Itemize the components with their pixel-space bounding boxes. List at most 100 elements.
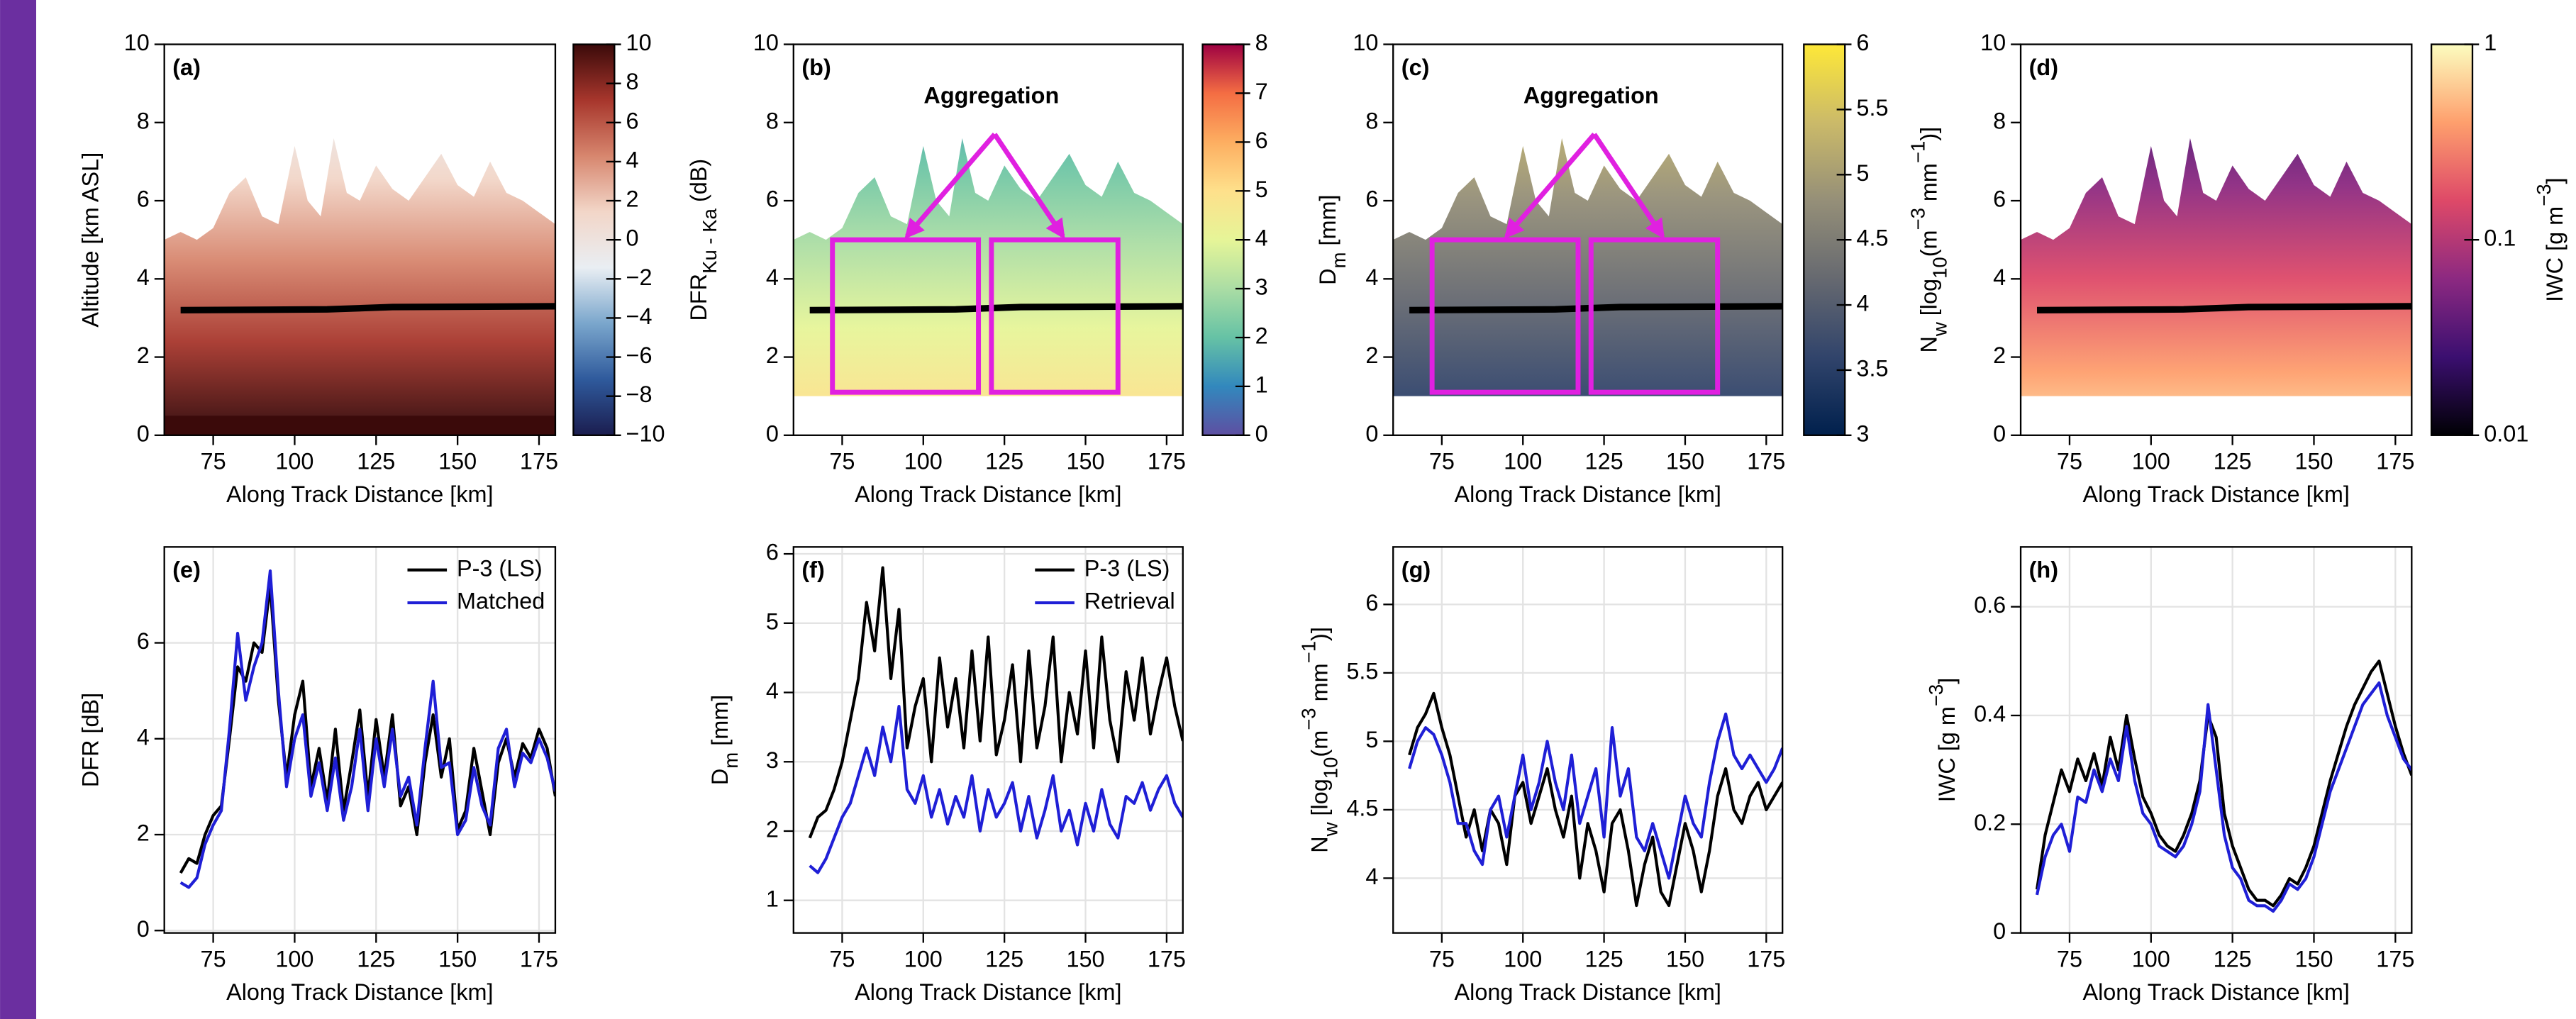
label-part: IWC [g m	[2542, 206, 2567, 302]
series-line	[1408, 691, 1783, 908]
y-tick-label: 2	[766, 817, 779, 842]
highlight-box	[989, 237, 1121, 395]
x-tick-label: 175	[520, 449, 558, 474]
x-tick-label: 100	[275, 947, 313, 972]
radar-image	[164, 138, 555, 424]
panel-label: (b)	[801, 55, 831, 80]
label-part: m	[1328, 252, 1350, 268]
x-tick-label: 175	[2376, 947, 2414, 972]
y-tick-label: 2	[1365, 343, 1378, 368]
label-part: DFR	[685, 274, 711, 321]
series-line	[809, 704, 1183, 874]
label-part: −3	[2533, 184, 2555, 206]
x-tick-label: 100	[904, 449, 943, 474]
plot-frame	[163, 546, 557, 934]
axis-label: IWC [g m−3]	[1925, 678, 1960, 802]
colorbar-tick-label: 1	[1255, 372, 1268, 397]
panel: 75 100 125 150 175 0 0.2 0.4 0.6 (h)	[1974, 546, 2414, 972]
x-tick-label: 125	[1585, 947, 1623, 972]
y-tick-label: 6	[1993, 186, 2006, 212]
series-line	[1408, 712, 1783, 880]
annotation: Aggregation	[923, 83, 1059, 108]
y-tick-label: 0	[766, 421, 779, 446]
arrow	[1592, 133, 1665, 240]
y-tick-label: 10	[1353, 30, 1378, 55]
legend-label: Retrieval	[1084, 589, 1175, 614]
label-part: [mm]	[1314, 194, 1340, 252]
x-tick-label: 75	[2057, 947, 2082, 972]
x-tick-label: 100	[1504, 449, 1542, 474]
arrow	[1504, 133, 1597, 239]
colorbar-tick-label: 7	[1255, 79, 1268, 104]
y-tick-label: 0.4	[1974, 701, 2006, 727]
y-tick-label: 4	[766, 678, 779, 703]
panel-label: (d)	[2029, 55, 2058, 80]
colorbar-tick-label: 1	[2484, 30, 2497, 55]
annotation: Aggregation	[1523, 83, 1659, 108]
x-tick-label: 75	[829, 449, 855, 474]
plot-frame	[2019, 546, 2413, 934]
label-part: ]	[1934, 678, 1960, 684]
label-part: −3	[1925, 684, 1947, 706]
axis-label: Along Track Distance [km]	[855, 979, 1121, 1005]
y-tick-label: 5	[1365, 727, 1378, 752]
y-tick-label: 1	[766, 886, 779, 911]
colorbar-tick-label: 3	[1856, 421, 1869, 446]
legend-label: P-3 (LS)	[457, 555, 543, 581]
label-part: [log	[1916, 279, 1941, 322]
label-part: −3	[1297, 708, 1319, 730]
axis-label: Nw [log10(m−3 mm−1)]	[1297, 627, 1341, 853]
y-tick-label: 8	[1365, 108, 1378, 133]
x-tick-label: 125	[357, 449, 395, 474]
colorbar-tick-label: 6	[1255, 128, 1268, 153]
panel: Aggregation 0 1 2 3 4 5 6 7 8 75 100 125 150 175 0 2 4 6 8 1…	[753, 30, 1268, 474]
x-tick-label: 125	[2214, 449, 2252, 474]
colorbar-tick-label: 5	[1856, 160, 1869, 186]
y-tick-label: 2	[137, 343, 150, 368]
x-tick-label: 175	[1148, 449, 1186, 474]
x-tick-label: 175	[1747, 449, 1785, 474]
axis-label: DFRKu - Ka (dB)	[685, 159, 720, 321]
panel: −10 −8 −6 −4 −2 0 2 4 6 8 10 75 100 125 150 175 0 2 4 6 8 10 (…	[124, 30, 665, 474]
label-part: w	[1928, 322, 1950, 337]
y-tick-label: 8	[1993, 108, 2006, 133]
colorbar-tick-label: 4	[1856, 291, 1869, 316]
x-tick-label: 150	[2294, 947, 2333, 972]
panel: P-3 (LS) Retrieval 75 100 125 150 175 1 2 3 4 5 6 (f)	[766, 540, 1186, 972]
y-tick-label: 0	[137, 916, 150, 942]
x-tick-label: 175	[520, 947, 558, 972]
highlight-box	[830, 237, 982, 395]
label-part: −3	[1906, 208, 1928, 230]
label-part: −1	[1906, 141, 1928, 163]
colorbar-tick-label: −10	[626, 421, 665, 446]
radar-image	[2021, 138, 2412, 396]
label-part: [mm]	[706, 695, 732, 752]
y-tick-label: 6	[137, 628, 150, 654]
y-tick-label: 0	[1993, 918, 2006, 944]
panel-label: (e)	[172, 557, 201, 583]
x-tick-label: 175	[2376, 449, 2414, 474]
x-tick-label: 150	[2294, 449, 2333, 474]
y-tick-label: 4.5	[1346, 795, 1378, 820]
axis-label: Along Track Distance [km]	[2082, 979, 2349, 1005]
axis-label: Along Track Distance [km]	[1455, 979, 1721, 1005]
x-tick-label: 75	[2057, 449, 2082, 474]
colorbar-tick-label: 4	[1255, 225, 1268, 251]
y-tick-label: 6	[766, 186, 779, 212]
y-tick-label: 6	[137, 186, 150, 212]
x-tick-label: 100	[2132, 947, 2170, 972]
colorbar-tick-label: 5.5	[1856, 95, 1888, 121]
label-part: w	[1319, 822, 1341, 837]
y-tick-label: 0	[1365, 421, 1378, 446]
y-tick-label: 4	[1993, 265, 2006, 290]
y-tick-label: 4	[1365, 265, 1378, 290]
y-tick-label: 0	[137, 421, 150, 446]
y-tick-label: 10	[124, 30, 150, 55]
y-tick-label: 4	[766, 265, 779, 290]
colorbar-tick-label: −8	[626, 382, 653, 407]
panel-label: (h)	[2029, 557, 2058, 583]
x-tick-label: 150	[1066, 947, 1104, 972]
axis-label: Along Track Distance [km]	[1455, 481, 1721, 507]
label-part: mm	[1306, 663, 1332, 708]
